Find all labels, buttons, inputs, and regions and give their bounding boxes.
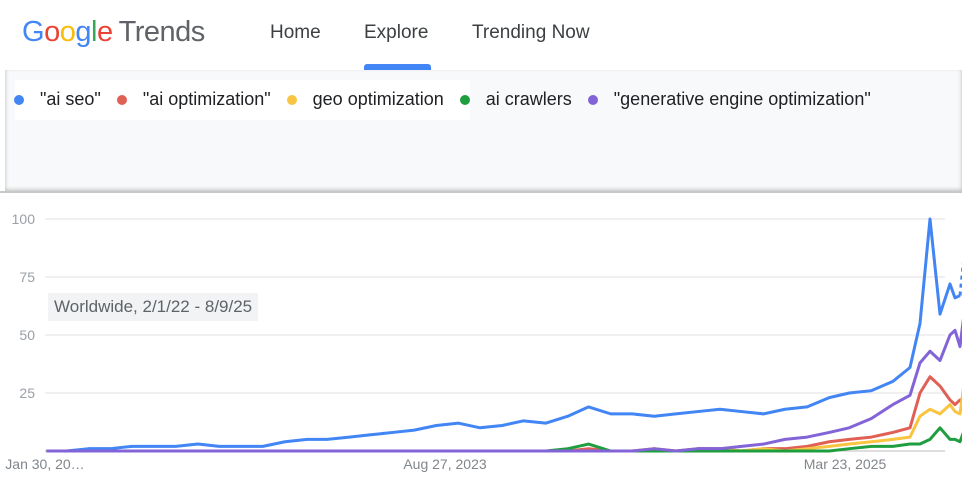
series-dot-icon — [459, 94, 470, 105]
trend-chart[interactable]: 100 75 50 25 Jan 30, 20… Aug 27, 2023 Mar 23, … — [0, 193, 962, 486]
legend-label: "ai seo" — [40, 89, 101, 109]
legend-label: "generative engine optimization" — [613, 89, 871, 109]
series-dot-icon — [286, 94, 297, 105]
legend-item[interactable]: "generative engine optimization" — [587, 89, 871, 110]
series-line — [46, 375, 962, 453]
nav-explore[interactable]: Explore — [364, 22, 429, 43]
series-dot-icon — [14, 94, 24, 105]
legend: "ai seo" "ai optimization" geo optimizatio… — [14, 89, 887, 110]
nav-trending-now[interactable]: Trending Now — [472, 22, 590, 43]
series-line — [46, 318, 962, 453]
y-tick-label: 100 — [12, 211, 36, 227]
legend-item[interactable]: "ai seo" — [14, 89, 101, 110]
legend-item[interactable]: geo optimization — [286, 89, 444, 110]
legend-item[interactable]: ai crawlers — [459, 89, 572, 110]
series-dot-icon — [587, 94, 598, 105]
series-line — [46, 387, 962, 453]
divider — [0, 191, 962, 193]
series-dot-icon — [116, 94, 127, 105]
legend-background — [15, 80, 470, 120]
legend-item[interactable]: "ai optimization" — [116, 89, 271, 110]
y-tick-label: 50 — [19, 327, 35, 343]
y-tick-label: 75 — [19, 269, 35, 285]
x-tick-label: Aug 27, 2023 — [403, 456, 487, 472]
nav-home[interactable]: Home — [270, 22, 321, 43]
active-tab-indicator — [364, 64, 431, 70]
header: Google Trends Home Explore Trending Now — [0, 0, 962, 70]
y-tick-label: 25 — [19, 385, 35, 401]
legend-label: geo optimization — [312, 89, 444, 109]
series-line — [46, 217, 961, 453]
google-trends-logo[interactable]: Google Trends — [22, 16, 205, 48]
x-tick-label: Jan 30, 20… — [5, 456, 84, 472]
x-tick-label: Mar 23, 2025 — [804, 456, 887, 472]
legend-label: ai crawlers — [485, 89, 572, 109]
region-date-label: Worldwide, 2/1/22 - 8/9/25 — [48, 293, 259, 321]
legend-label: "ai optimization" — [142, 89, 271, 109]
